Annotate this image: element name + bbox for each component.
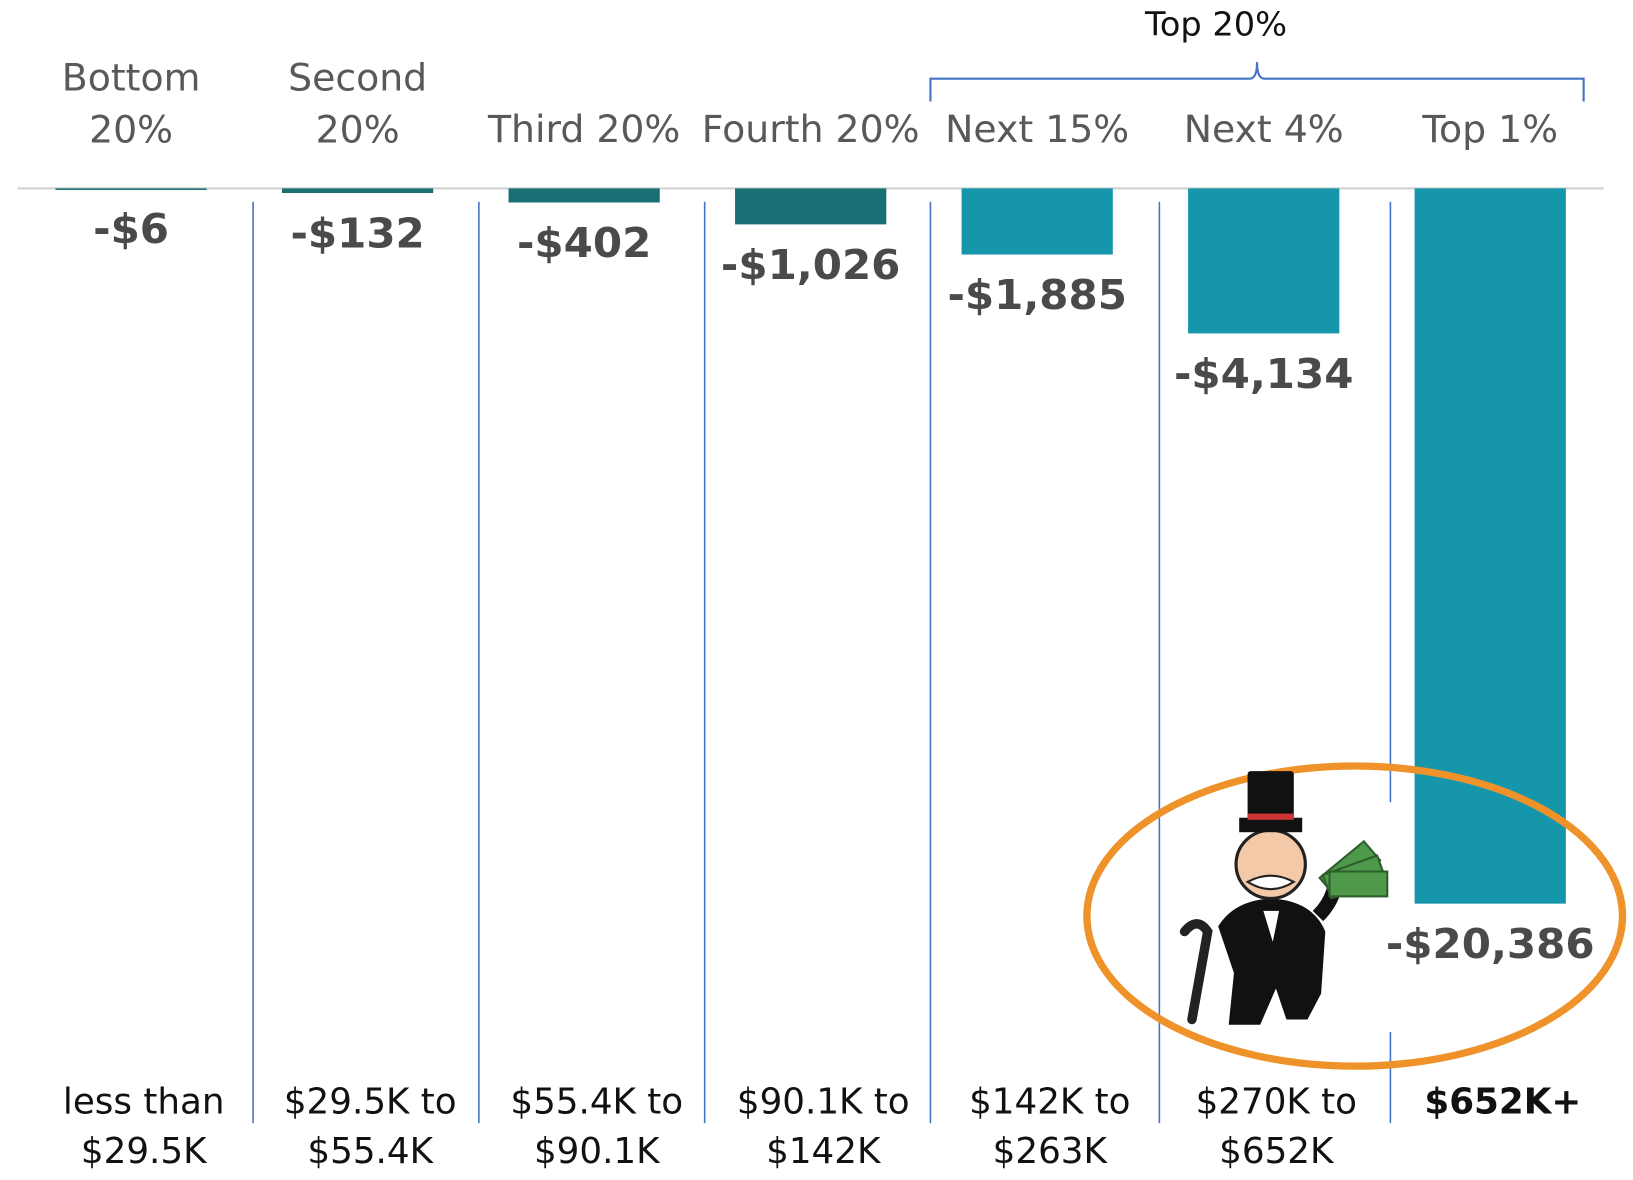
value-label: -$20,386 xyxy=(1386,919,1595,968)
income-range: $652K+ xyxy=(1424,1082,1581,1123)
bar xyxy=(55,188,207,190)
bar xyxy=(735,188,887,225)
income-range: $142K to $263K xyxy=(969,1082,1130,1172)
bar xyxy=(961,188,1113,255)
top-group-bracket xyxy=(929,62,1585,102)
category-label: Next 15% xyxy=(945,107,1129,151)
income-range: $55.4K to $90.1K xyxy=(510,1082,683,1172)
column-separators xyxy=(252,201,1392,1124)
income-range: $29.5K to $55.4K xyxy=(284,1082,457,1172)
value-label: -$4,134 xyxy=(1174,349,1353,398)
bars xyxy=(55,188,1566,904)
category-label: Second 20% xyxy=(288,55,427,150)
category-label: Third 20% xyxy=(487,107,680,151)
income-range: less than $29.5K xyxy=(63,1082,225,1172)
bar xyxy=(1414,188,1566,904)
value-label: -$1,885 xyxy=(947,270,1126,319)
group-label: Top 20% xyxy=(1144,5,1287,44)
value-label: -$1,026 xyxy=(721,240,900,289)
value-label: -$402 xyxy=(517,218,651,267)
value-label: -$132 xyxy=(290,209,424,258)
mascot xyxy=(1083,762,1627,1070)
category-label: Top 1% xyxy=(1421,107,1558,151)
bar xyxy=(1188,188,1340,334)
category-label: Fourth 20% xyxy=(702,107,920,151)
bar xyxy=(508,188,660,203)
income-range: $270K to $652K xyxy=(1196,1082,1357,1172)
bar xyxy=(282,188,434,194)
category-label: Next 4% xyxy=(1184,107,1344,151)
value-label: -$6 xyxy=(93,204,169,253)
category-label: Bottom 20% xyxy=(62,55,201,150)
income-range: $90.1K to $142K xyxy=(737,1082,910,1172)
